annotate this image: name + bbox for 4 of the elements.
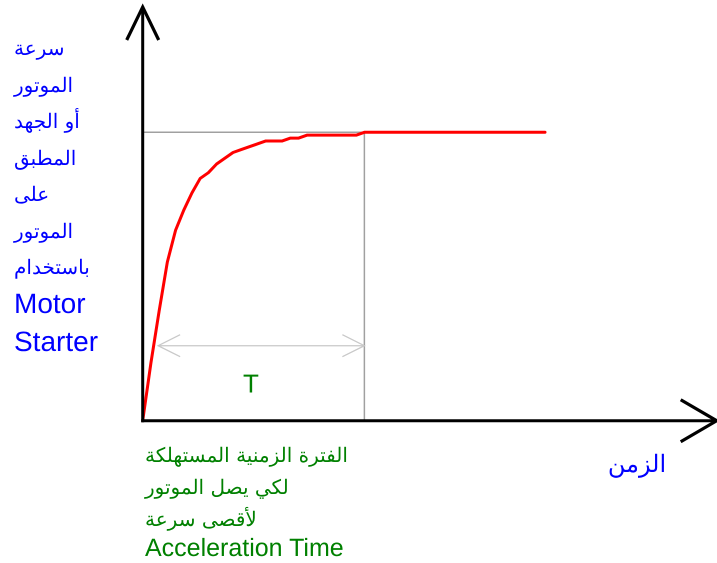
ref-line-label: T (243, 368, 260, 399)
x-axis-title: الزمن (608, 450, 666, 478)
text: Acceleration Time (145, 534, 344, 562)
text: الفترة الزمنية المستهلكة لكي يصل الموتور لأقصى سرعة (145, 442, 348, 531)
